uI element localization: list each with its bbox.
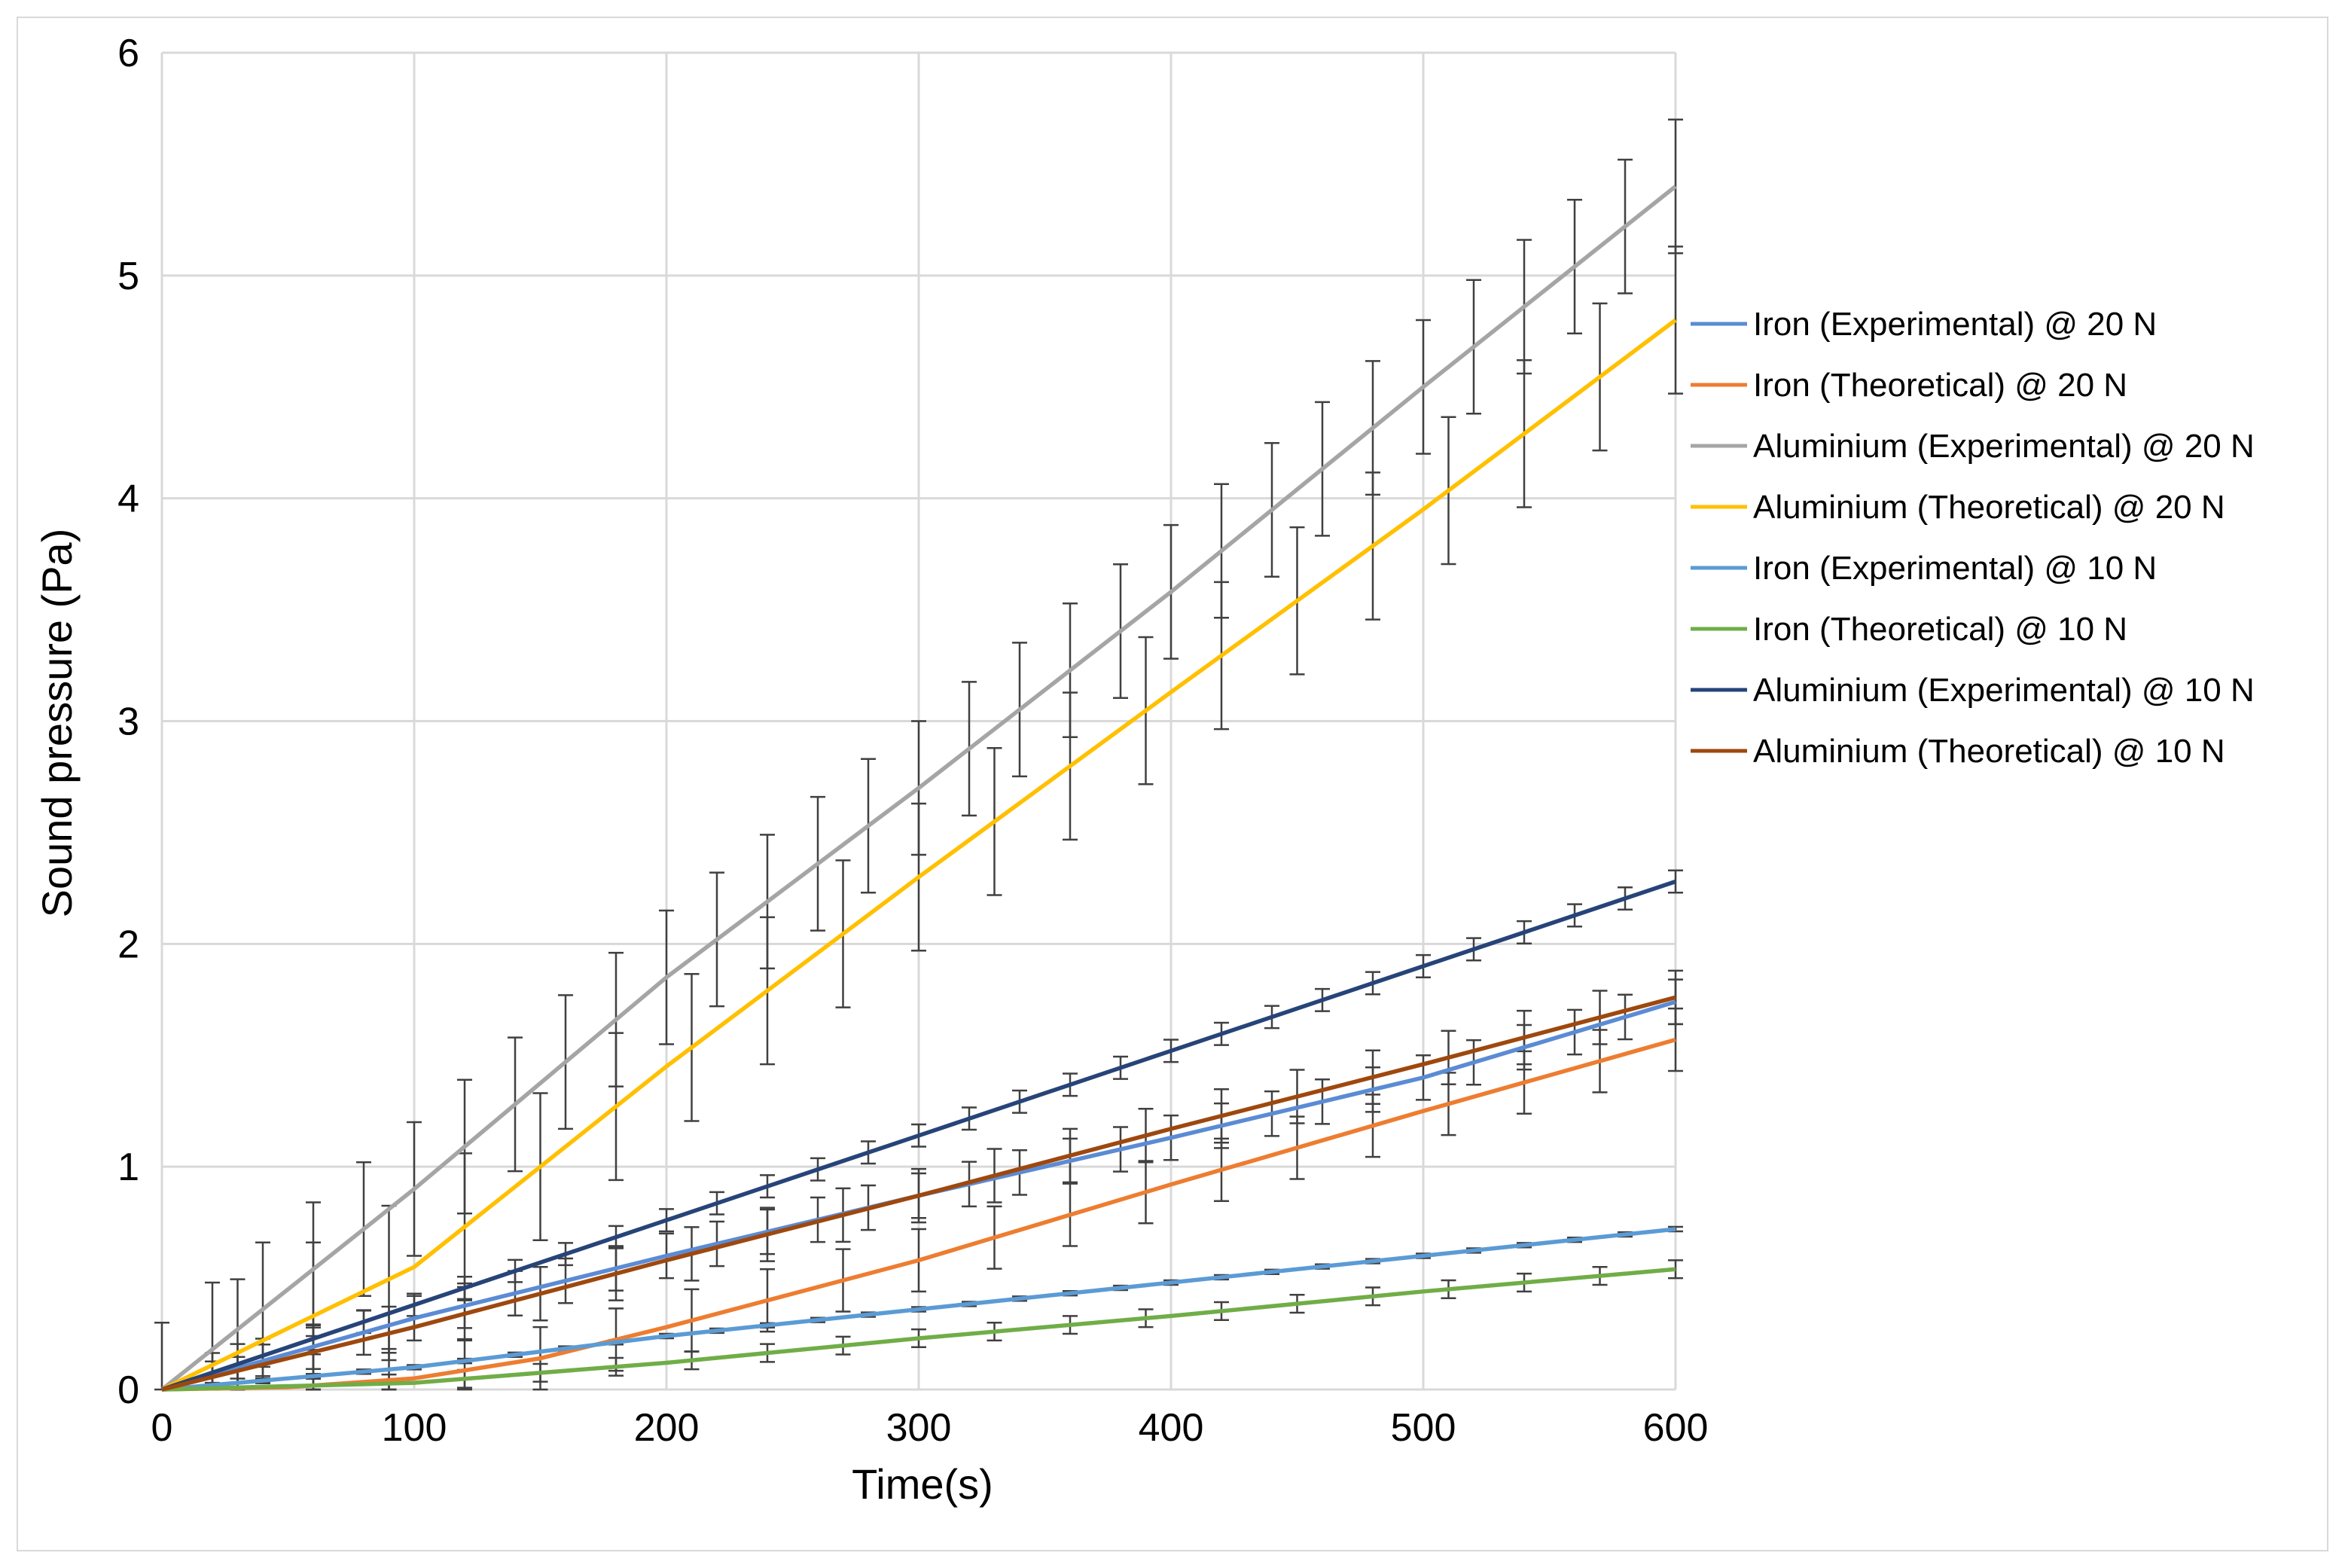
x-tick-label: 400	[1139, 1406, 1204, 1450]
y-tick-label: 1	[117, 1145, 139, 1189]
x-axis-title: Time(s)	[852, 1460, 993, 1508]
y-tick-label: 3	[117, 700, 139, 744]
y-tick-label: 4	[117, 477, 139, 521]
x-tick-label: 600	[1643, 1406, 1709, 1450]
x-tick-label: 0	[151, 1406, 173, 1450]
y-tick-label: 5	[117, 255, 139, 298]
y-tick-label: 2	[117, 923, 139, 966]
legend-label: Aluminium (Experimental) @ 10 N	[1753, 672, 2255, 709]
legend: Iron (Experimental) @ 20 N Iron (Theoreti…	[1691, 306, 2255, 770]
x-tick-label: 500	[1391, 1406, 1456, 1450]
x-tick-label: 300	[886, 1406, 952, 1450]
series-line	[161, 1227, 1676, 1392]
y-tick-label: 6	[117, 32, 139, 75]
x-tick-label: 200	[634, 1406, 700, 1450]
series-line	[161, 879, 1676, 1392]
series-lines	[160, 185, 1677, 1392]
legend-label: Aluminium (Theoretical) @ 20 N	[1753, 489, 2225, 526]
tick-labels: 0 100 200 300 400 500 600 0 1 2 3 4 5 6	[117, 32, 1708, 1450]
x-tick-label: 100	[382, 1406, 447, 1450]
series-line	[160, 318, 1677, 1392]
legend-label: Aluminium (Theoretical) @ 10 N	[1753, 733, 2225, 770]
legend-label: Iron (Experimental) @ 20 N	[1753, 306, 2157, 343]
chart-frame	[17, 17, 2328, 1551]
series-line	[160, 185, 1677, 1392]
legend-label: Iron (Theoretical) @ 20 N	[1753, 367, 2127, 404]
y-tick-label: 0	[117, 1368, 139, 1412]
series-line	[161, 995, 1676, 1392]
legend-label: Iron (Theoretical) @ 10 N	[1753, 611, 2127, 648]
y-axis-title: Sound pressure (Pa)	[33, 529, 81, 918]
legend-label: Iron (Experimental) @ 10 N	[1753, 550, 2157, 587]
series-line	[161, 1267, 1676, 1392]
legend-label: Aluminium (Experimental) @ 20 N	[1753, 428, 2255, 465]
